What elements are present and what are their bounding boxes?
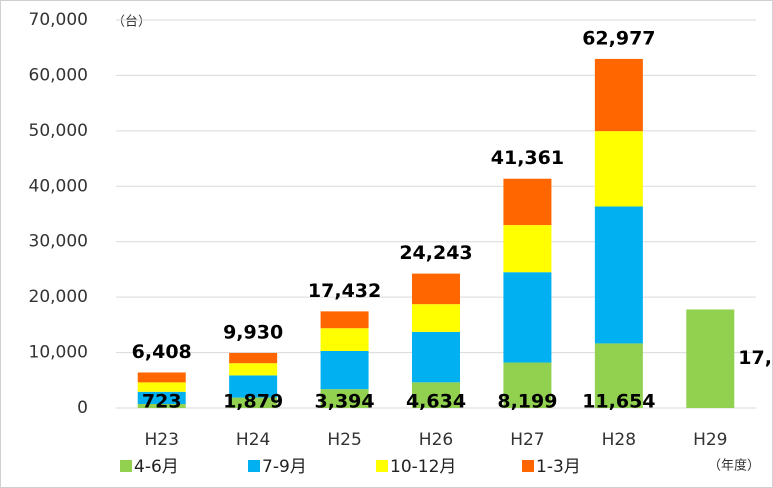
y-tick-label: 60,000 xyxy=(29,65,88,85)
legend-swatch xyxy=(522,460,534,472)
bar-segment xyxy=(320,311,369,329)
bar-segment xyxy=(137,382,186,392)
bar-segment xyxy=(412,331,460,383)
legend-label: 4-6月 xyxy=(134,457,179,477)
bar-segment xyxy=(503,178,552,226)
y-tick-label: 0 xyxy=(77,398,88,418)
total-label: 24,243 xyxy=(399,242,472,264)
total-label: 62,977 xyxy=(582,27,655,49)
x-tick-label: H23 xyxy=(145,430,179,450)
legend-swatch xyxy=(248,460,260,472)
total-label: 6,408 xyxy=(132,341,192,363)
bar-segment xyxy=(320,350,369,390)
value-label: 3,394 xyxy=(315,391,375,413)
legend-label: 7-9月 xyxy=(262,457,307,477)
value-label: 8,199 xyxy=(497,391,557,413)
value-label: 723 xyxy=(142,391,182,413)
y-tick-label: 70,000 xyxy=(29,10,88,30)
legend-label: 10-12月 xyxy=(390,457,456,477)
bar-segment xyxy=(503,362,552,408)
x-tick-label: H24 xyxy=(236,430,270,450)
x-tick-label: H28 xyxy=(602,430,636,450)
bar-segment xyxy=(137,372,186,383)
bar-segment xyxy=(229,375,278,398)
unit-label: （台） xyxy=(112,15,151,30)
total-label: 41,361 xyxy=(491,147,564,169)
bar-segment xyxy=(686,309,735,408)
bar-segment xyxy=(229,363,278,376)
bar-segment xyxy=(594,206,643,344)
y-tick-label: 20,000 xyxy=(29,287,88,307)
value-label: 1,879 xyxy=(223,391,283,413)
bar-segment xyxy=(229,397,278,408)
bar-segment xyxy=(137,391,186,404)
x-tick-label: H27 xyxy=(510,430,544,450)
bar-segment xyxy=(594,58,643,132)
bar-segment xyxy=(320,389,369,408)
bar-segment xyxy=(137,403,186,408)
bar-segment xyxy=(503,225,552,273)
y-tick-label: 40,000 xyxy=(29,176,88,196)
legend-label: 1-3月 xyxy=(536,457,581,477)
total-label: 17,432 xyxy=(308,280,381,302)
y-tick-label: 50,000 xyxy=(29,121,88,141)
total-label: 9,930 xyxy=(223,321,283,343)
bar-segment xyxy=(229,352,278,364)
bar-segment xyxy=(412,273,460,305)
y-tick-label: 30,000 xyxy=(29,232,88,252)
x-tick-label: H25 xyxy=(327,430,361,450)
bar-segment xyxy=(412,382,460,408)
value-label: 11,654 xyxy=(582,391,655,413)
bar-segment xyxy=(594,131,643,207)
value-label: 17,775 xyxy=(738,347,773,369)
value-label: 4,634 xyxy=(406,391,466,413)
legend-swatch xyxy=(120,460,132,472)
legend-swatch xyxy=(376,460,388,472)
bar-segment xyxy=(503,272,552,363)
x-tick-label: H26 xyxy=(419,430,453,450)
bar-segment xyxy=(594,343,643,408)
y-tick-label: 10,000 xyxy=(29,343,88,363)
bar-segment xyxy=(320,328,369,351)
x-unit-label: （年度） xyxy=(708,458,760,474)
x-tick-label: H29 xyxy=(693,430,727,450)
bar-segment xyxy=(412,304,460,332)
